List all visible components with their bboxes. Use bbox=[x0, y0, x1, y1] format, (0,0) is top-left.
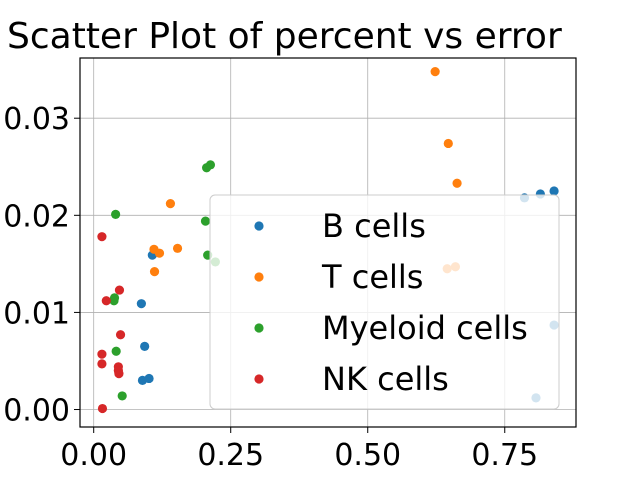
point-nk-cells bbox=[115, 330, 126, 340]
x-tick-label: 0.00 bbox=[60, 438, 127, 473]
point-myeloid-cells bbox=[111, 346, 121, 356]
x-tick-label: 0.25 bbox=[197, 438, 264, 473]
y-tick-label: 0.00 bbox=[3, 394, 70, 429]
point-b-cells bbox=[140, 341, 150, 352]
point-nk-cells bbox=[114, 368, 124, 379]
x-tick-label: 0.50 bbox=[334, 438, 401, 473]
plot-frame bbox=[79, 57, 577, 428]
point-myeloid-cells bbox=[109, 296, 119, 306]
point-t-cells bbox=[452, 178, 462, 188]
y-tick-label: 0.02 bbox=[3, 199, 70, 234]
point-b-cells bbox=[549, 186, 559, 196]
legend-marker bbox=[254, 221, 264, 231]
legend: B cells T cells Myeloid cells NK cells bbox=[209, 194, 560, 410]
legend-marker bbox=[254, 374, 264, 384]
point-nk-cells bbox=[97, 349, 107, 359]
point-t-cells bbox=[154, 248, 165, 258]
legend-label: T cells bbox=[321, 258, 423, 296]
legend-label: NK cells bbox=[322, 360, 449, 398]
point-myeloid-cells bbox=[200, 216, 211, 226]
point-myeloid-cells bbox=[111, 209, 121, 219]
legend-label: Myeloid cells bbox=[322, 309, 528, 347]
point-myeloid-cells bbox=[202, 163, 212, 173]
x-tick-label: 0.75 bbox=[471, 438, 538, 473]
point-nk-cells bbox=[97, 403, 108, 414]
point-nk-cells bbox=[97, 359, 107, 369]
y-tick-label: 0.01 bbox=[3, 296, 70, 331]
legend-marker bbox=[254, 272, 264, 282]
point-nk-cells bbox=[97, 232, 107, 242]
legend-marker bbox=[254, 323, 264, 333]
point-myeloid-cells bbox=[117, 391, 127, 401]
point-b-cells bbox=[144, 373, 154, 384]
point-nk-cells bbox=[101, 296, 111, 306]
y-tick-label: 0.03 bbox=[3, 102, 70, 137]
chart-title: Scatter Plot of percent vs error bbox=[7, 16, 562, 57]
point-t-cells bbox=[443, 138, 453, 149]
point-t-cells bbox=[149, 267, 160, 277]
legend-label: B cells bbox=[322, 207, 426, 245]
point-t-cells bbox=[430, 66, 440, 77]
point-t-cells bbox=[172, 243, 183, 253]
axis-ticks: 0.00 0.25 0.50 0.75 0.00 0.01 0.02 0.03 bbox=[3, 102, 538, 473]
point-nk-cells bbox=[114, 285, 125, 295]
point-t-cells bbox=[165, 199, 176, 209]
point-b-cells bbox=[136, 299, 146, 309]
legend-box bbox=[209, 194, 560, 410]
